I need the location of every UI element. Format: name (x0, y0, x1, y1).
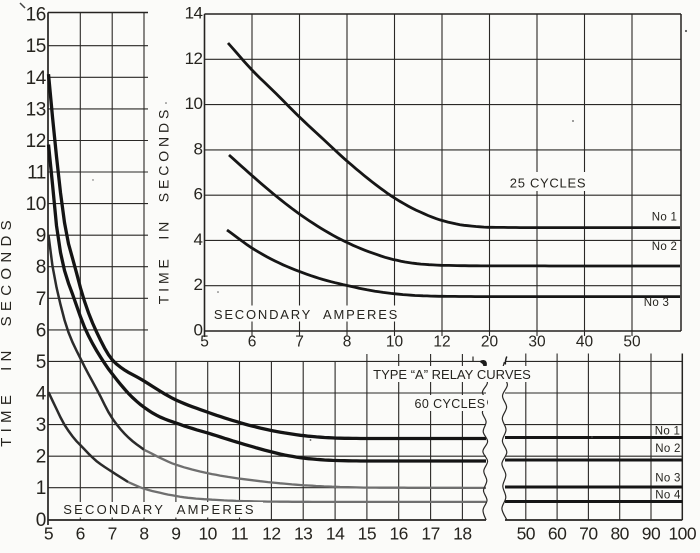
svg-text:6: 6 (194, 185, 203, 204)
svg-text:12: 12 (262, 524, 280, 544)
svg-text:8: 8 (139, 524, 148, 544)
svg-text:60 CYCLES: 60 CYCLES (415, 397, 486, 411)
svg-text:7: 7 (295, 334, 304, 351)
svg-text:5: 5 (44, 524, 53, 544)
svg-text:15: 15 (26, 36, 46, 57)
svg-text:50: 50 (517, 524, 536, 544)
svg-text:TIME IN SECONDS: TIME IN SECONDS (0, 215, 15, 447)
svg-text:17: 17 (421, 524, 439, 544)
svg-text:4: 4 (36, 384, 47, 405)
svg-text:8: 8 (343, 334, 352, 351)
svg-text:30: 30 (528, 334, 546, 351)
svg-text:6: 6 (36, 320, 46, 341)
svg-text:No 1: No 1 (652, 212, 678, 224)
svg-text:6: 6 (76, 524, 85, 544)
svg-text:2: 2 (194, 275, 203, 294)
svg-text:10: 10 (386, 334, 404, 351)
svg-text:No 3: No 3 (655, 473, 681, 485)
svg-text:SECONDARY AMPERES: SECONDARY AMPERES (63, 502, 256, 517)
svg-text:16: 16 (26, 5, 46, 26)
svg-text:13: 13 (294, 524, 312, 544)
svg-text:11: 11 (231, 524, 248, 544)
svg-text:7: 7 (108, 524, 117, 544)
svg-text:SECONDARY AMPERES: SECONDARY AMPERES (214, 307, 399, 322)
svg-text:20: 20 (481, 334, 499, 351)
svg-text:14: 14 (26, 68, 47, 89)
svg-text:No 3: No 3 (644, 297, 670, 309)
svg-text:70: 70 (579, 524, 598, 544)
svg-text:4: 4 (194, 230, 203, 249)
svg-text:15: 15 (358, 524, 376, 544)
svg-text:13: 13 (26, 99, 46, 120)
svg-text:10: 10 (198, 524, 217, 544)
svg-text:50: 50 (623, 334, 641, 351)
svg-text:6: 6 (248, 334, 257, 351)
svg-text:40: 40 (576, 334, 594, 351)
svg-text:12: 12 (433, 334, 450, 351)
svg-text:8: 8 (194, 139, 203, 158)
svg-text:90: 90 (642, 524, 661, 544)
svg-text:80: 80 (610, 524, 629, 544)
svg-text:11: 11 (27, 163, 46, 184)
svg-text:14: 14 (326, 524, 345, 544)
svg-text:0: 0 (36, 510, 46, 531)
svg-text:12: 12 (26, 131, 46, 152)
svg-text:12: 12 (185, 49, 203, 68)
svg-text:14: 14 (185, 4, 203, 23)
svg-text:No 1: No 1 (655, 426, 681, 438)
svg-text:25 CYCLES: 25 CYCLES (510, 176, 586, 191)
svg-text:No 2: No 2 (655, 443, 681, 455)
svg-text:TYPE “A” RELAY CURVES: TYPE “A” RELAY CURVES (373, 367, 531, 382)
svg-text:60: 60 (548, 524, 567, 544)
svg-text:0: 0 (194, 321, 203, 340)
svg-text:7: 7 (36, 289, 46, 310)
svg-text:No 2: No 2 (652, 241, 678, 253)
svg-text:3: 3 (36, 415, 46, 436)
svg-text:TIME IN SECONDS: TIME IN SECONDS (156, 106, 172, 305)
svg-text:9: 9 (171, 524, 180, 544)
svg-text:18: 18 (453, 524, 471, 544)
svg-text:16: 16 (389, 524, 407, 544)
svg-text:5: 5 (36, 352, 46, 373)
svg-text:100: 100 (668, 524, 696, 544)
svg-text:9: 9 (36, 226, 46, 247)
svg-text:8: 8 (36, 257, 46, 278)
svg-text:2: 2 (36, 447, 46, 468)
svg-text:10: 10 (185, 94, 203, 113)
svg-text:No 4: No 4 (655, 490, 681, 502)
svg-text:1: 1 (36, 478, 46, 499)
svg-text:10: 10 (26, 194, 46, 215)
svg-text:5: 5 (200, 334, 209, 351)
